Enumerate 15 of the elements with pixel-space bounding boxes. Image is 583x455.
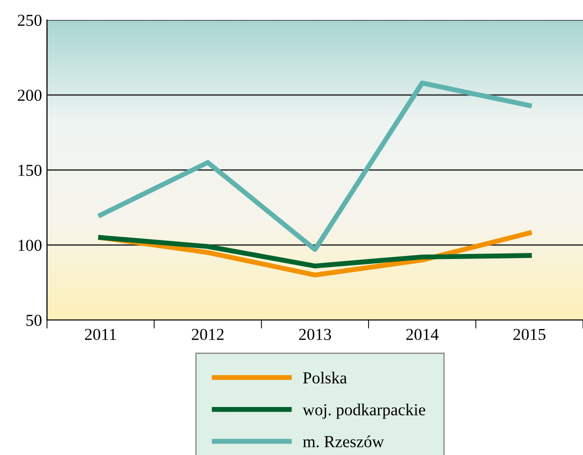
x-tick-label: 2015 [513,328,546,340]
x-tick-label: 2011 [84,328,116,340]
x-tick-label: 2013 [299,328,332,340]
y-tick-label: 100 [18,240,42,251]
legend-label: Polska [303,372,347,384]
line-series [98,235,532,268]
line-series [98,80,532,252]
y-tick-label: 150 [18,164,42,176]
x-tick-label: 2014 [406,328,439,340]
x-tick-label: 2012 [192,328,224,340]
legend-label: m. Rzeszów [302,436,384,448]
legend-label: woj. podkarpackie [302,404,426,419]
y-tick-label: 200 [18,90,42,101]
y-tick-label: 250 [18,14,42,26]
y-tick-label: 50 [26,314,42,326]
